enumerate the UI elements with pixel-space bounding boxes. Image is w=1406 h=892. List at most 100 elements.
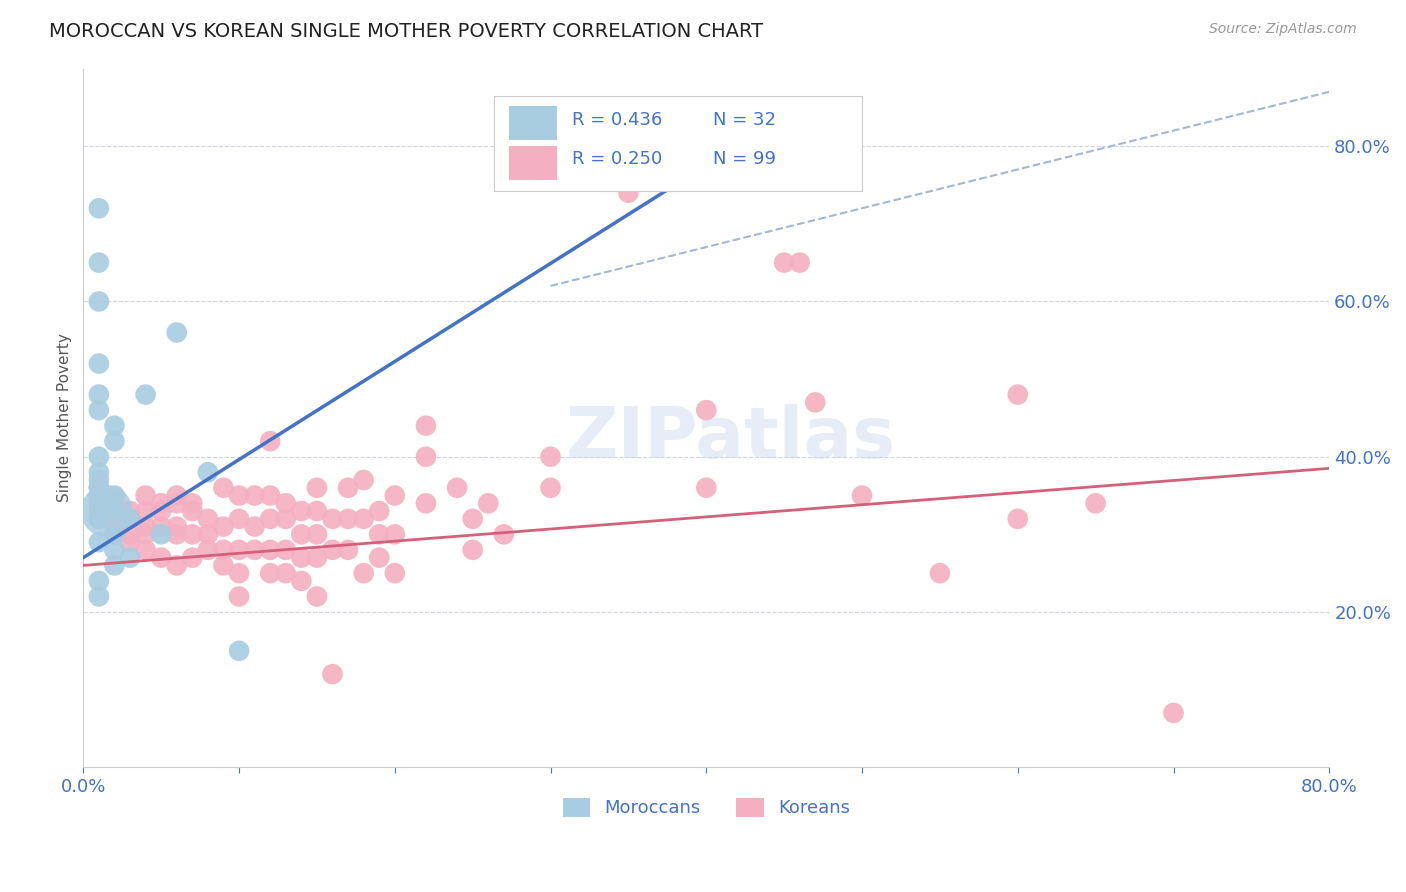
- Point: [103, 434, 125, 449]
- Point: [103, 558, 125, 573]
- Point: [166, 527, 188, 541]
- Point: [305, 481, 328, 495]
- Point: [103, 496, 125, 510]
- Point: [103, 527, 125, 541]
- Text: MOROCCAN VS KOREAN SINGLE MOTHER POVERTY CORRELATION CHART: MOROCCAN VS KOREAN SINGLE MOTHER POVERTY…: [49, 22, 763, 41]
- Point: [337, 512, 360, 526]
- Point: [166, 326, 188, 340]
- Text: R = 0.250: R = 0.250: [572, 151, 662, 169]
- Point: [477, 496, 499, 510]
- Point: [415, 496, 437, 510]
- Point: [87, 496, 110, 510]
- Point: [87, 512, 110, 526]
- Point: [274, 512, 297, 526]
- Point: [228, 542, 250, 557]
- Point: [135, 519, 157, 533]
- Point: [118, 512, 141, 526]
- Point: [259, 542, 281, 557]
- Point: [228, 590, 250, 604]
- Point: [337, 542, 360, 557]
- Point: [103, 519, 125, 533]
- Point: [87, 481, 110, 495]
- Point: [368, 527, 391, 541]
- Point: [259, 434, 281, 449]
- Point: [103, 512, 125, 526]
- Point: [103, 542, 125, 557]
- Point: [212, 481, 235, 495]
- Point: [212, 558, 235, 573]
- Point: [368, 504, 391, 518]
- Point: [181, 496, 204, 510]
- Point: [259, 566, 281, 581]
- Point: [492, 527, 515, 541]
- Point: [384, 566, 406, 581]
- Point: [166, 519, 188, 533]
- Point: [415, 450, 437, 464]
- Point: [305, 550, 328, 565]
- Point: [540, 450, 562, 464]
- Point: [87, 590, 110, 604]
- Point: [1163, 706, 1185, 720]
- Point: [773, 255, 796, 269]
- Point: [87, 504, 110, 518]
- Point: [181, 550, 204, 565]
- Point: [1007, 387, 1029, 401]
- Point: [197, 512, 219, 526]
- Point: [103, 504, 125, 518]
- Text: N = 99: N = 99: [713, 151, 776, 169]
- Point: [384, 527, 406, 541]
- Point: [353, 512, 375, 526]
- Point: [87, 357, 110, 371]
- Point: [274, 542, 297, 557]
- Point: [118, 550, 141, 565]
- Point: [228, 566, 250, 581]
- Point: [87, 489, 110, 503]
- Point: [135, 387, 157, 401]
- Point: [118, 504, 141, 518]
- Point: [259, 512, 281, 526]
- Point: [789, 255, 811, 269]
- Point: [87, 473, 110, 487]
- Point: [446, 481, 468, 495]
- Point: [135, 504, 157, 518]
- Point: [87, 492, 110, 507]
- Point: [928, 566, 950, 581]
- Point: [274, 566, 297, 581]
- Point: [305, 590, 328, 604]
- Point: [274, 496, 297, 510]
- Point: [353, 473, 375, 487]
- Point: [321, 667, 343, 681]
- Point: [1007, 512, 1029, 526]
- Point: [228, 489, 250, 503]
- Point: [87, 255, 110, 269]
- Point: [135, 489, 157, 503]
- Point: [87, 201, 110, 215]
- Point: [150, 519, 173, 533]
- Point: [228, 512, 250, 526]
- Point: [150, 504, 173, 518]
- Point: [321, 512, 343, 526]
- Point: [96, 504, 118, 518]
- Point: [243, 542, 266, 557]
- Point: [103, 418, 125, 433]
- Point: [197, 542, 219, 557]
- Point: [353, 566, 375, 581]
- Legend: Moroccans, Koreans: Moroccans, Koreans: [555, 791, 858, 824]
- Text: R = 0.436: R = 0.436: [572, 111, 662, 128]
- Text: Source: ZipAtlas.com: Source: ZipAtlas.com: [1209, 22, 1357, 37]
- Point: [166, 496, 188, 510]
- Point: [87, 512, 110, 526]
- Point: [540, 481, 562, 495]
- Point: [290, 527, 312, 541]
- FancyBboxPatch shape: [495, 96, 862, 191]
- Point: [118, 535, 141, 549]
- Point: [197, 527, 219, 541]
- Point: [368, 550, 391, 565]
- Point: [243, 519, 266, 533]
- Point: [461, 512, 484, 526]
- Point: [290, 550, 312, 565]
- Point: [87, 481, 110, 495]
- FancyBboxPatch shape: [509, 106, 557, 140]
- Point: [305, 527, 328, 541]
- Point: [212, 542, 235, 557]
